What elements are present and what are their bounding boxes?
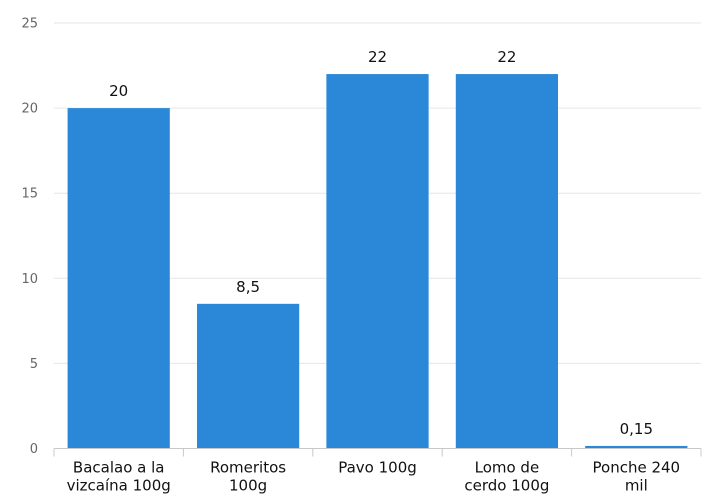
x-tick-label-line: mil (625, 477, 648, 495)
x-tick-label: Bacalao a la vizcaína 100g (67, 459, 171, 495)
data-labels: 20 8,5 22 22 0,15 (109, 48, 653, 438)
data-label: 0,15 (620, 420, 653, 438)
y-tick-label: 0 (30, 442, 38, 457)
x-tick-label-line: cerdo 100g (464, 477, 549, 495)
x-tick-label-line: Romeritos (210, 459, 286, 477)
x-tick-label-line: Pavo 100g (338, 459, 417, 477)
y-tick-label: 5 (30, 357, 38, 372)
y-axis-ticks: 0 5 10 15 20 25 (21, 17, 38, 458)
y-tick-label: 20 (21, 102, 38, 117)
x-tick-label: Pavo 100g (338, 459, 417, 477)
x-tick-label-line: Bacalao a la (73, 459, 165, 477)
y-tick-label: 15 (21, 187, 38, 202)
x-tick-label-line: vizcaína 100g (67, 477, 171, 495)
bar[interactable] (585, 445, 688, 449)
data-label: 8,5 (236, 278, 260, 296)
y-tick-label: 25 (21, 17, 38, 32)
x-tick-label: Romeritos 100g (210, 459, 286, 495)
bar[interactable] (67, 108, 170, 449)
x-axis-ticks: Bacalao a la vizcaína 100g Romeritos 100g Pa… (67, 459, 680, 495)
x-tick-label: Lomo de cerdo 100g (464, 459, 549, 495)
bar[interactable] (196, 303, 300, 449)
data-label: 22 (368, 48, 387, 66)
x-tick-label-line: Lomo de (475, 459, 540, 477)
bar[interactable] (455, 74, 559, 449)
x-tick-label: Ponche 240 mil (593, 459, 681, 495)
y-tick-label: 10 (21, 272, 38, 287)
bars (67, 74, 688, 449)
x-axis (53, 448, 702, 457)
x-tick-label-line: 100g (229, 477, 267, 495)
data-label: 22 (497, 48, 516, 66)
x-tick-label-line: Ponche 240 (593, 459, 681, 477)
data-label: 20 (109, 82, 128, 100)
bar[interactable] (326, 74, 429, 449)
